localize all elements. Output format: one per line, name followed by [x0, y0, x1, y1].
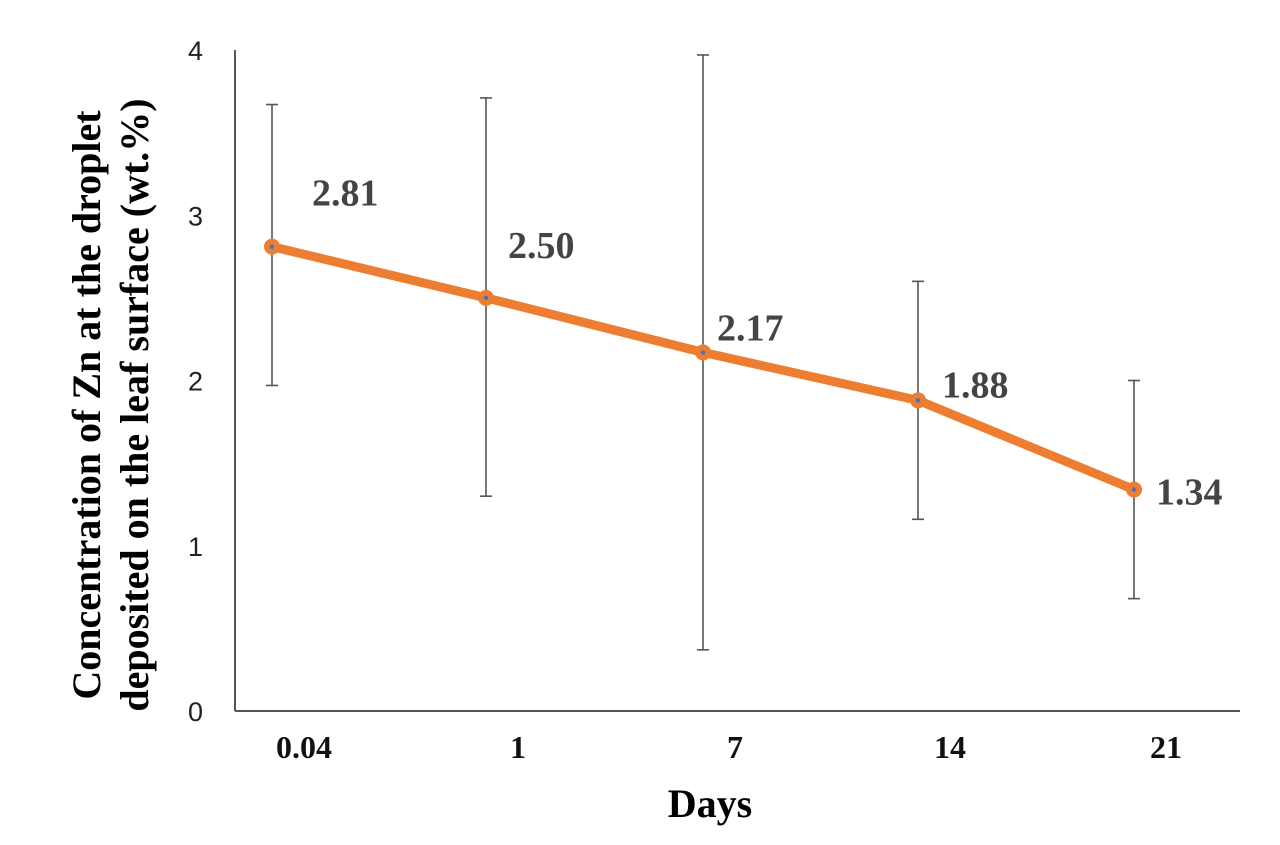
- y-axis-title-line-2: deposited on the leaf surface (wt.%): [112, 98, 157, 711]
- x-tick-label: 1: [510, 729, 526, 765]
- x-tick-label: 0.04: [276, 729, 332, 765]
- data-point-center: [269, 244, 275, 249]
- y-tick-labels: 0 1 2 3 4: [188, 36, 203, 727]
- y-tick-label: 1: [188, 532, 203, 562]
- data-label: 2.50: [508, 225, 575, 267]
- data-points: [264, 238, 1142, 498]
- data-point-center: [1131, 487, 1137, 492]
- data-label: 1.34: [1156, 472, 1223, 514]
- axes: [234, 50, 1240, 712]
- y-tick-label: 2: [188, 367, 203, 397]
- data-point: [910, 392, 926, 409]
- x-tick-label: 21: [1150, 729, 1182, 765]
- data-label: 2.17: [717, 307, 784, 349]
- y-tick-label: 4: [188, 36, 203, 66]
- x-tick-label: 7: [727, 729, 743, 765]
- data-point: [695, 344, 711, 361]
- data-label: 1.88: [942, 364, 1009, 406]
- y-axis-title: Concentration of Zn at the droplet depos…: [64, 98, 157, 711]
- x-tick-labels: 0.04 1 7 14 21: [276, 729, 1182, 765]
- data-point: [1126, 481, 1142, 498]
- data-point-center: [483, 295, 489, 301]
- x-tick-label: 14: [934, 729, 966, 765]
- data-point-center: [915, 398, 921, 403]
- y-axis-title-line-1: Concentration of Zn at the droplet: [64, 110, 109, 700]
- data-labels: 2.81 2.50 2.17 1.88 1.34: [312, 173, 1223, 514]
- y-tick-label: 0: [188, 697, 203, 727]
- data-label: 2.81: [312, 173, 379, 215]
- x-axis-title: Days: [668, 781, 752, 826]
- data-point: [478, 289, 494, 306]
- data-point: [264, 238, 280, 255]
- y-tick-label: 3: [188, 201, 203, 231]
- data-point-center: [700, 350, 706, 355]
